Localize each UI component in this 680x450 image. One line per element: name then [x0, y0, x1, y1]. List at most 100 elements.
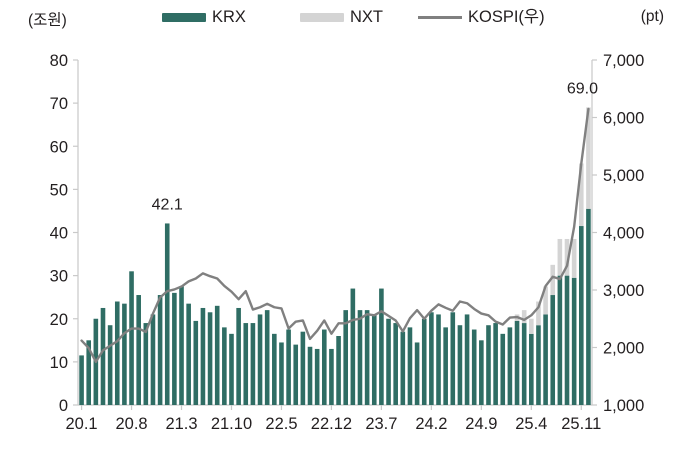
- bar-krx: [293, 344, 299, 405]
- bar-krx: [200, 307, 206, 405]
- bar-krx: [272, 333, 277, 405]
- bar-krx: [136, 295, 141, 405]
- bar-krx: [143, 323, 149, 405]
- bar-krx: [100, 307, 106, 405]
- bar-krx: [207, 312, 213, 405]
- bar-nxt: [578, 163, 584, 227]
- bar-krx: [129, 271, 134, 405]
- legend-label-krx: KRX: [212, 8, 246, 26]
- y-tick-label-left: 70: [50, 95, 68, 113]
- bar-krx: [122, 303, 127, 405]
- kospi-line: [80, 107, 590, 364]
- bar-krx: [300, 331, 306, 405]
- bar-krx: [500, 333, 506, 405]
- x-tick-label: 25.11: [561, 415, 601, 433]
- bar-krx: [550, 295, 556, 405]
- bar-krx: [286, 329, 291, 405]
- bar-krx: [364, 310, 370, 405]
- bar-krx: [386, 318, 391, 405]
- bar-krx: [179, 286, 184, 405]
- y-tick-label-left: 60: [50, 138, 68, 156]
- y-tick-label-right: 7,000: [603, 52, 644, 70]
- y-tick-label-right: 2,000: [603, 340, 644, 358]
- y-tick-label-left: 0: [59, 397, 68, 415]
- bar-krx: [236, 307, 241, 405]
- bar-krx: [172, 292, 177, 405]
- bar-krx: [479, 340, 484, 405]
- y-tick-label-right: 3,000: [603, 282, 644, 300]
- bar-krx: [536, 325, 541, 405]
- bar-krx: [421, 318, 427, 405]
- bar-krx: [557, 275, 563, 405]
- bar-krx: [257, 314, 263, 405]
- bar-krx: [264, 310, 270, 405]
- bar-krx: [586, 208, 591, 405]
- bar-krx: [521, 323, 527, 405]
- x-tick-label: 22.12: [311, 415, 352, 433]
- bar-krx: [450, 312, 456, 405]
- bar-krx: [443, 327, 448, 405]
- bar-krx: [79, 355, 84, 405]
- legend-label-kospi: KOSPI(우): [468, 8, 545, 26]
- bar-krx: [507, 327, 513, 405]
- bar-krx: [429, 312, 434, 405]
- y-tick-label-right: 6,000: [603, 110, 644, 128]
- bar-nxt: [550, 264, 556, 296]
- bar-krx: [471, 329, 477, 405]
- bar-krx: [107, 325, 113, 405]
- bar-krx: [357, 310, 363, 405]
- chart-legend: KRX NXT KOSPI(우): [0, 6, 680, 32]
- bar-krx: [543, 314, 548, 405]
- bar-krx: [186, 303, 191, 405]
- bar-krx: [578, 226, 584, 405]
- bar-krx: [279, 342, 284, 405]
- y-tick-label-right: 4,000: [603, 225, 644, 243]
- legend-swatch-krx: [162, 12, 206, 22]
- bar-nxt: [571, 238, 577, 278]
- bar-krx: [407, 327, 413, 405]
- bar-group: [79, 107, 591, 405]
- bar-krx: [371, 314, 377, 405]
- bar-nxt: [543, 286, 548, 315]
- y-tick-label-left: 80: [50, 52, 68, 70]
- bar-nxt: [529, 318, 534, 334]
- x-tick-label: 21.10: [211, 415, 252, 433]
- bar-krx: [400, 331, 406, 405]
- bar-krx: [414, 342, 420, 405]
- y-tick-label-left: 50: [50, 181, 68, 199]
- legend-item-krx: KRX: [162, 9, 246, 26]
- bar-krx: [493, 323, 498, 405]
- legend-line-kospi: [418, 15, 462, 19]
- bar-krx: [343, 310, 349, 405]
- legend-label-nxt: NXT: [350, 8, 383, 26]
- bar-krx: [150, 314, 156, 405]
- bar-krx: [307, 346, 313, 405]
- y-tick-label-right: 1,000: [603, 397, 644, 415]
- bar-krx: [457, 325, 463, 405]
- legend-item-kospi: KOSPI(우): [418, 9, 545, 26]
- y-tick-label-left: 10: [50, 354, 68, 372]
- y-tick-label-left: 30: [50, 268, 68, 286]
- x-tick-label: 20.1: [66, 415, 98, 433]
- x-tick-label: 20.8: [115, 415, 147, 433]
- bar-krx: [321, 329, 327, 405]
- bar-krx: [464, 314, 470, 405]
- bar-krx: [250, 323, 256, 405]
- bar-nxt: [536, 301, 541, 326]
- bar-nxt: [564, 238, 570, 276]
- bar-krx: [86, 340, 92, 405]
- bar-krx: [214, 305, 220, 405]
- bar-krx: [243, 323, 249, 405]
- bar-krx: [486, 325, 491, 405]
- x-tick-label: 25.4: [515, 415, 547, 433]
- bar-nxt: [586, 107, 591, 209]
- bar-krx: [157, 295, 163, 405]
- y-tick-label-right: 5,000: [603, 167, 644, 185]
- x-tick-label: 22.5: [265, 415, 297, 433]
- bar-krx: [329, 348, 334, 405]
- left-axis-unit-label: (조원): [28, 12, 67, 29]
- bar-krx: [379, 288, 384, 405]
- x-tick-label: 24.2: [415, 415, 447, 433]
